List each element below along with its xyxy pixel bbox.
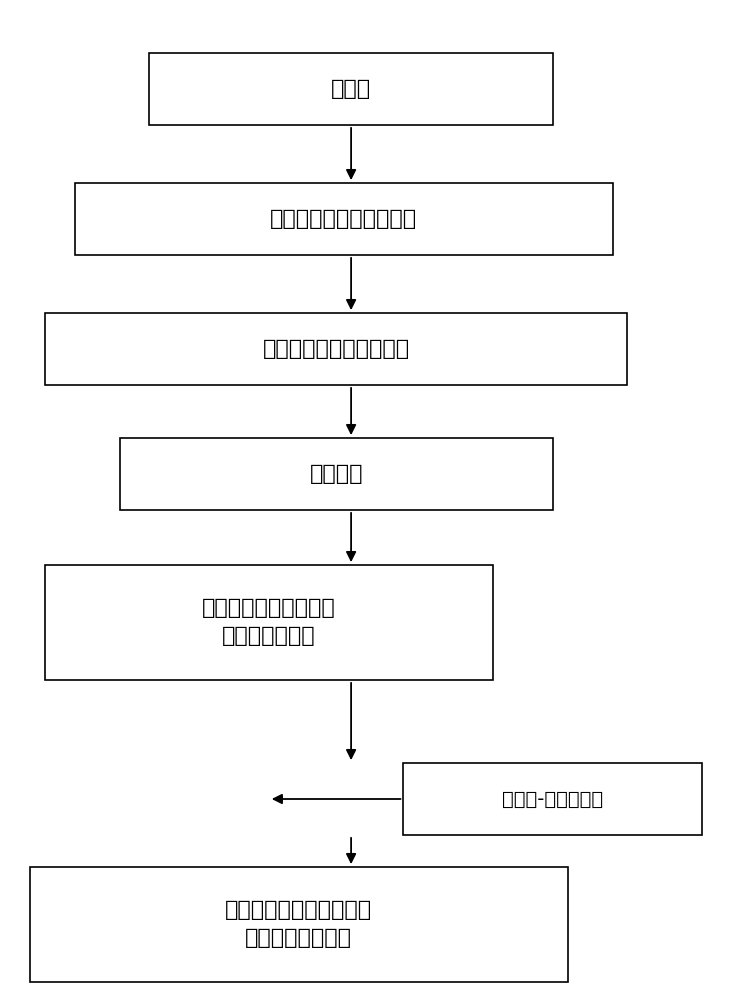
- FancyBboxPatch shape: [75, 183, 613, 255]
- Text: 光谱分解: 光谱分解: [309, 464, 363, 484]
- Text: 检测区域空间特征及光
谱特征联合抽取: 检测区域空间特征及光 谱特征联合抽取: [202, 598, 336, 647]
- FancyBboxPatch shape: [30, 867, 568, 982]
- FancyBboxPatch shape: [45, 313, 627, 385]
- Text: 获取待检部位高光谱图像: 获取待检部位高光谱图像: [270, 209, 417, 229]
- Text: 图像预处理（去噪增强）: 图像预处理（去噪增强）: [263, 339, 409, 359]
- Text: 聚集度-含量对照表: 聚集度-含量对照表: [502, 790, 604, 808]
- FancyBboxPatch shape: [403, 763, 702, 835]
- FancyBboxPatch shape: [45, 565, 493, 680]
- Text: 初始化: 初始化: [331, 79, 371, 99]
- FancyBboxPatch shape: [120, 438, 553, 510]
- FancyBboxPatch shape: [149, 53, 553, 125]
- Text: 含氧血红蛋白及脱氧血红
蛋白定量计算结果: 含氧血红蛋白及脱氧血红 蛋白定量计算结果: [226, 900, 372, 948]
